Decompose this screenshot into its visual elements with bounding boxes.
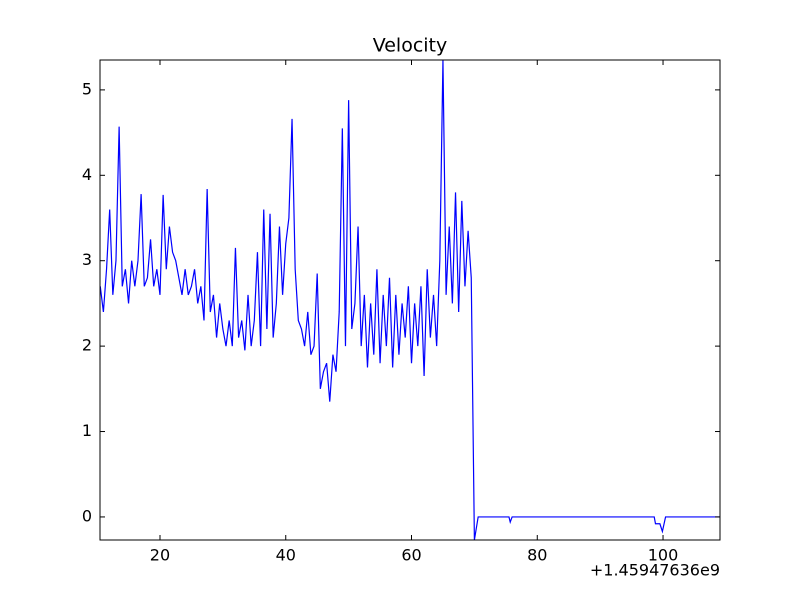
- x-tick-label: 100: [648, 546, 679, 565]
- y-tick-label: 2: [82, 336, 92, 355]
- x-offset-label: +1.45947636e9: [590, 561, 720, 580]
- data-line: [100, 60, 720, 540]
- y-tick-label: 5: [82, 79, 92, 98]
- y-tick-label: 4: [82, 165, 92, 184]
- x-tick-label: 80: [527, 546, 547, 565]
- y-tick-label: 0: [82, 506, 92, 525]
- x-tick-label: 20: [150, 546, 170, 565]
- plot-frame: [99, 59, 721, 541]
- x-tick-label: 40: [276, 546, 296, 565]
- chart-title: Velocity: [373, 35, 448, 57]
- y-tick-label: 3: [82, 250, 92, 269]
- x-tick-label: 60: [401, 546, 421, 565]
- y-tick-label: 1: [82, 421, 92, 440]
